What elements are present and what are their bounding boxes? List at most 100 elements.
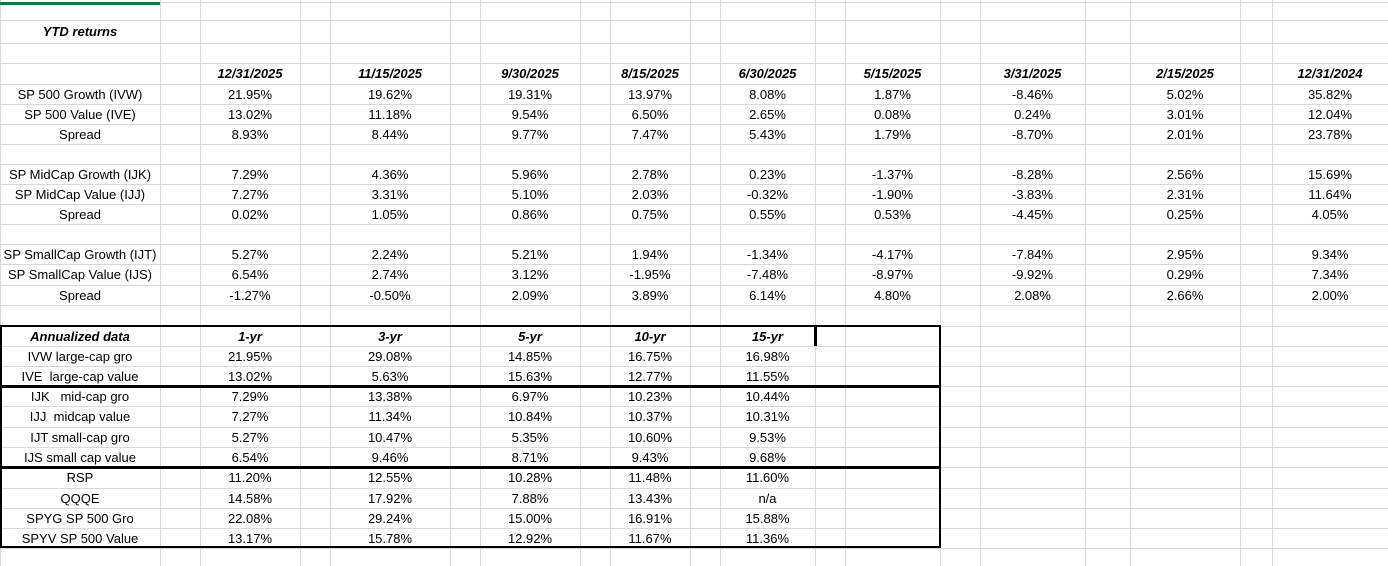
ytd-value-cell[interactable]: -8.28% — [1011, 166, 1054, 182]
annualized-value-cell[interactable]: 6.54% — [231, 449, 269, 465]
annualized-row-label[interactable]: IJT small-cap gro — [30, 429, 130, 445]
ytd-value-cell[interactable]: 2.24% — [371, 246, 409, 262]
ytd-value-cell[interactable]: 5.21% — [511, 246, 549, 262]
annualized-value-cell[interactable]: 11.67% — [628, 530, 672, 546]
annualized-value-cell[interactable]: 9.46% — [371, 449, 409, 465]
annualized-value-cell[interactable]: 14.85% — [507, 348, 553, 364]
ytd-value-cell[interactable]: 2.00% — [1311, 287, 1349, 303]
ytd-value-cell[interactable]: 12.04% — [1307, 106, 1353, 122]
ytd-column-header[interactable]: 6/30/2025 — [738, 66, 797, 81]
ytd-value-cell[interactable]: -4.45% — [1011, 206, 1054, 222]
ytd-row-label[interactable]: SP MidCap Growth (IJK) — [8, 166, 152, 182]
annualized-value-cell[interactable]: 6.97% — [511, 388, 549, 404]
annualized-row-label[interactable]: RSP — [66, 470, 94, 485]
ytd-value-cell[interactable]: 0.23% — [749, 166, 786, 182]
ytd-value-cell[interactable]: 5.43% — [749, 126, 786, 142]
ytd-value-cell[interactable]: 6.14% — [749, 287, 786, 303]
ytd-column-header[interactable]: 11/15/2025 — [357, 66, 423, 81]
ytd-value-cell[interactable]: 3.89% — [631, 287, 669, 303]
ytd-value-cell[interactable]: 9.54% — [511, 106, 549, 122]
ytd-column-header[interactable]: 12/31/2024 — [1297, 66, 1363, 81]
ytd-value-cell[interactable]: 4.80% — [874, 287, 911, 303]
annualized-row-label[interactable]: SPYG SP 500 Gro — [26, 510, 134, 526]
ytd-column-header[interactable]: 9/30/2025 — [501, 66, 559, 81]
annualized-value-cell[interactable]: 13.02% — [227, 368, 273, 384]
ytd-value-cell[interactable]: 0.75% — [631, 206, 669, 222]
annualized-value-cell[interactable]: 29.24% — [367, 510, 413, 526]
annualized-row-label[interactable]: IJS small cap value — [24, 449, 136, 465]
ytd-value-cell[interactable]: 2.78% — [631, 166, 669, 182]
annualized-value-cell[interactable]: 7.88% — [511, 490, 549, 506]
annualized-value-cell[interactable]: 15.00% — [507, 510, 553, 526]
ytd-column-header[interactable]: 3/31/2025 — [1003, 66, 1062, 81]
ytd-column-header[interactable]: 8/15/2025 — [621, 66, 679, 81]
annualized-value-cell[interactable]: 10.28% — [507, 470, 553, 485]
ytd-value-cell[interactable]: 2.08% — [1014, 287, 1051, 303]
ytd-value-cell[interactable]: 8.93% — [231, 126, 269, 142]
ytd-value-cell[interactable]: 19.31% — [507, 86, 553, 102]
ytd-value-cell[interactable]: -1.34% — [746, 246, 789, 262]
ytd-value-cell[interactable]: 11.18% — [368, 106, 412, 122]
ytd-value-cell[interactable]: 7.47% — [631, 126, 669, 142]
annualized-column-header[interactable]: 10-yr — [634, 328, 666, 344]
ytd-value-cell[interactable]: 2.31% — [1166, 186, 1204, 202]
ytd-row-label[interactable]: SP MidCap Value (IJJ) — [14, 186, 146, 202]
annualized-row-label[interactable]: QQQE — [60, 490, 100, 506]
ytd-value-cell[interactable]: 0.55% — [749, 206, 786, 222]
ytd-value-cell[interactable]: 2.74% — [371, 267, 409, 282]
annualized-value-cell[interactable]: 10.84% — [507, 409, 553, 424]
annualized-value-cell[interactable]: 11.48% — [628, 470, 672, 485]
ytd-column-header[interactable]: 5/15/2025 — [863, 66, 922, 81]
annualized-value-cell[interactable]: 12.55% — [367, 470, 413, 485]
annualized-value-cell[interactable]: 11.34% — [368, 409, 412, 424]
annualized-value-cell[interactable]: 10.44% — [745, 388, 790, 404]
ytd-value-cell[interactable]: 1.79% — [874, 126, 911, 142]
ytd-value-cell[interactable]: -1.95% — [629, 267, 671, 282]
ytd-value-cell[interactable]: 3.01% — [1166, 106, 1204, 122]
annualized-value-cell[interactable]: 9.43% — [631, 449, 669, 465]
ytd-value-cell[interactable]: 0.53% — [874, 206, 911, 222]
ytd-value-cell[interactable]: 8.08% — [749, 86, 786, 102]
ytd-value-cell[interactable]: -9.92% — [1011, 267, 1054, 282]
ytd-value-cell[interactable]: 5.02% — [1166, 86, 1204, 102]
annualized-value-cell[interactable]: 5.63% — [371, 368, 409, 384]
annualized-value-cell[interactable]: 29.08% — [367, 348, 413, 364]
annualized-value-cell[interactable]: 9.68% — [749, 449, 786, 465]
ytd-value-cell[interactable]: 0.08% — [874, 106, 911, 122]
ytd-column-header[interactable]: 2/15/2025 — [1156, 66, 1214, 81]
annualized-value-cell[interactable]: 12.77% — [627, 368, 673, 384]
annualized-value-cell[interactable]: 11.36% — [745, 530, 790, 546]
annualized-value-cell[interactable]: 10.37% — [627, 409, 673, 424]
annualized-value-cell[interactable]: 10.47% — [367, 429, 413, 445]
ytd-value-cell[interactable]: 2.01% — [1166, 126, 1204, 142]
annualized-value-cell[interactable]: 14.58% — [227, 490, 273, 506]
ytd-value-cell[interactable]: 6.54% — [231, 267, 269, 282]
ytd-value-cell[interactable]: 4.36% — [371, 166, 409, 182]
annualized-value-cell[interactable]: 15.88% — [745, 510, 790, 526]
ytd-value-cell[interactable]: 3.31% — [371, 186, 409, 202]
annualized-value-cell[interactable]: 16.91% — [627, 510, 673, 526]
annualized-title[interactable]: Annualized data — [30, 328, 130, 344]
annualized-value-cell[interactable]: 8.71% — [511, 449, 549, 465]
ytd-value-cell[interactable]: -1.27% — [229, 287, 271, 303]
ytd-value-cell[interactable]: -7.84% — [1011, 246, 1054, 262]
annualized-value-cell[interactable]: 5.35% — [511, 429, 549, 445]
ytd-value-cell[interactable]: 5.27% — [231, 246, 269, 262]
ytd-value-cell[interactable]: 23.78% — [1307, 126, 1353, 142]
ytd-value-cell[interactable]: 9.34% — [1311, 246, 1349, 262]
ytd-value-cell[interactable]: 35.82% — [1307, 86, 1353, 102]
annualized-value-cell[interactable]: 17.92% — [367, 490, 413, 506]
ytd-value-cell[interactable]: -3.83% — [1011, 186, 1054, 202]
annualized-value-cell[interactable]: 10.60% — [627, 429, 673, 445]
ytd-value-cell[interactable]: 8.44% — [371, 126, 409, 142]
ytd-value-cell[interactable]: -0.50% — [369, 287, 411, 303]
annualized-row-label[interactable]: IJJ midcap value — [29, 409, 131, 424]
annualized-value-cell[interactable]: 16.75% — [627, 348, 673, 364]
ytd-title[interactable]: YTD returns — [42, 24, 118, 39]
ytd-value-cell[interactable]: 0.02% — [231, 206, 269, 222]
ytd-value-cell[interactable]: 1.94% — [631, 246, 669, 262]
annualized-value-cell[interactable]: 13.43% — [627, 490, 673, 506]
annualized-value-cell[interactable]: 22.08% — [227, 510, 273, 526]
ytd-row-label[interactable]: SP 500 Value (IVE) — [24, 106, 136, 122]
ytd-value-cell[interactable]: 2.56% — [1166, 166, 1204, 182]
